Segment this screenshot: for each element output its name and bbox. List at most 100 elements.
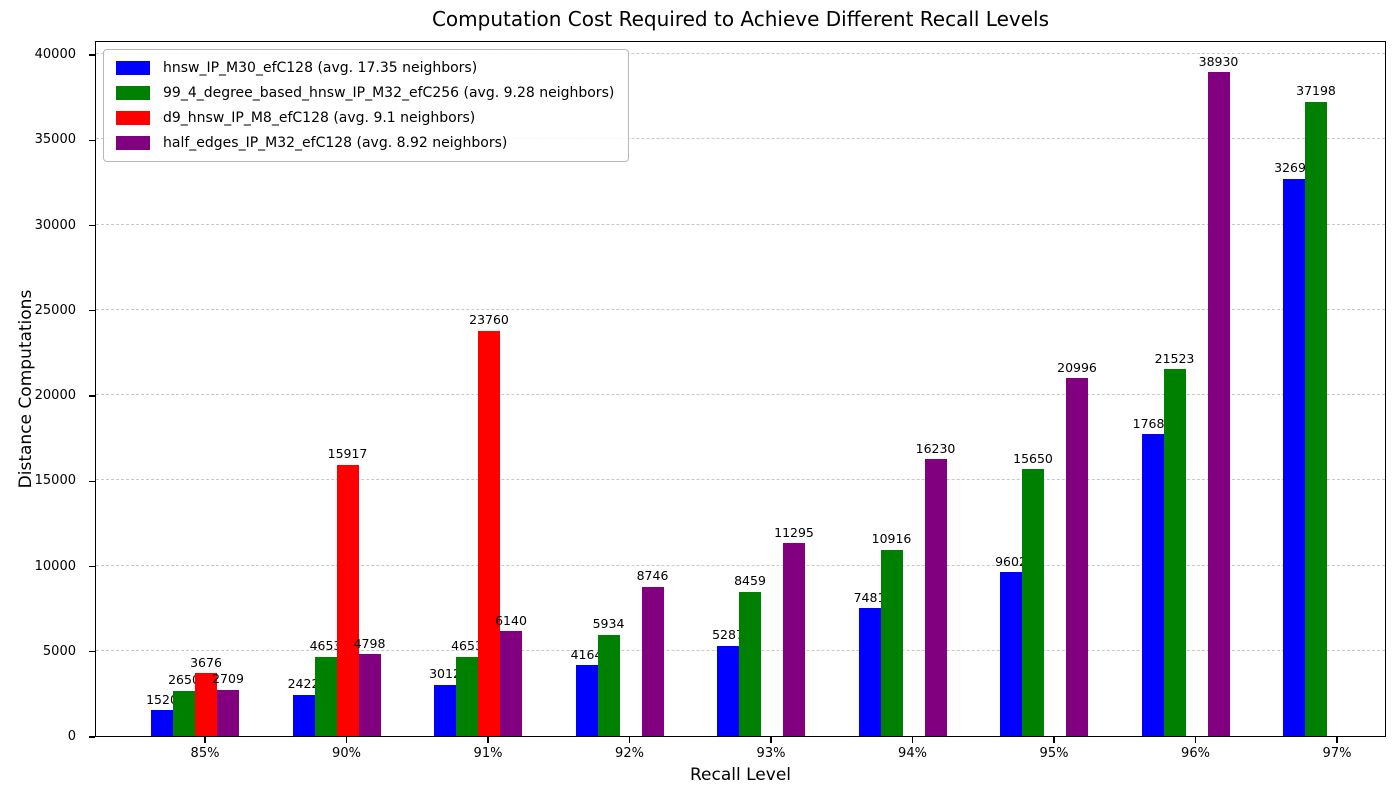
bar-value-label: 5287 xyxy=(712,627,744,643)
y-tick-label-20000: 20000 xyxy=(34,388,76,403)
y-tick-label-30000: 30000 xyxy=(34,217,76,233)
bar-value-label: 37198 xyxy=(1296,83,1336,99)
legend-item-2: 99_4_degree_based_hnsw_IP_M32_efC256 (av… xyxy=(116,85,614,101)
bar-value-label: 5934 xyxy=(592,616,625,632)
x-tick-label-85%: 85% xyxy=(190,746,220,761)
bar-value-label: 4798 xyxy=(353,635,386,651)
bar-series1-96% xyxy=(1141,434,1164,736)
legend-item-3: d9_hnsw_IP_M8_efC128 (avg. 9.1 neighbors… xyxy=(116,110,614,126)
bar-series4-85% xyxy=(217,689,239,736)
bar-series1-90% xyxy=(292,694,315,736)
bar-value-label: 8459 xyxy=(734,573,766,589)
gridline-10000 xyxy=(96,564,1385,566)
x-tick-label-90%: 90% xyxy=(332,746,361,761)
x-tick-mark-91% xyxy=(487,737,489,743)
legend-item-1: hnsw_IP_M30_efC128 (avg. 17.35 neighbors… xyxy=(116,60,614,76)
y-tick-mark-20000 xyxy=(89,395,95,397)
y-tick-mark-40000 xyxy=(89,54,95,56)
bar-value-label: 1520 xyxy=(146,691,178,707)
bar-value-label: 16230 xyxy=(915,440,956,456)
bar-value-label: 9602 xyxy=(995,553,1027,569)
gridline-15000 xyxy=(96,479,1385,481)
x-tick-mark-96% xyxy=(1194,737,1197,743)
bar-value-label: 2709 xyxy=(212,671,244,687)
x-axis-ticks: 85% 90% 91% 92% 93% 94% 95% 96% 97% xyxy=(95,737,1386,767)
bar-value-label: 11295 xyxy=(774,524,814,540)
bar-value-label: 20996 xyxy=(1057,359,1097,375)
y-tick-mark-0 xyxy=(89,736,95,738)
y-tick-label-15000: 15000 xyxy=(34,473,76,489)
bar-series3-91% xyxy=(478,330,500,736)
x-tick-label-97%: 97% xyxy=(1322,746,1352,761)
bar-value-label: 21523 xyxy=(1154,350,1195,366)
bar-series2-97% xyxy=(1305,101,1327,736)
y-tick-label-35000: 35000 xyxy=(34,132,76,148)
bar-value-label: 4653 xyxy=(309,638,342,654)
gridline-40000 xyxy=(96,53,1385,54)
legend-label-2: 99_4_degree_based_hnsw_IP_M32_efC256 (av… xyxy=(163,85,615,101)
bar-series2-91% xyxy=(456,656,478,736)
bar-series4-92% xyxy=(641,586,664,736)
legend-swatch-2 xyxy=(116,86,150,100)
bar-value-label: 6140 xyxy=(495,612,527,628)
bar-series1-97% xyxy=(1283,178,1305,736)
bar-value-label: 4164 xyxy=(570,646,603,662)
x-tick-label-94%: 94% xyxy=(898,746,927,761)
bar-series2-96% xyxy=(1163,369,1186,736)
x-axis-label: Recall Level xyxy=(690,765,791,785)
bar-value-label: 7481 xyxy=(853,589,886,605)
y-tick-mark-5000 xyxy=(89,651,95,653)
y-tick-label-25000: 25000 xyxy=(34,302,76,318)
x-tick-mark-90% xyxy=(345,737,348,743)
bar-series2-94% xyxy=(880,549,903,736)
bar-series3-90% xyxy=(336,464,359,736)
x-tick-mark-92% xyxy=(628,737,631,743)
bar-value-label: 17689 xyxy=(1132,415,1173,431)
bar-series2-92% xyxy=(597,634,620,736)
legend-item-4: half_edges_IP_M32_efC128 (avg. 8.92 neig… xyxy=(116,135,614,151)
legend-label-3: d9_hnsw_IP_M8_efC128 (avg. 9.1 neighbors… xyxy=(163,110,476,126)
x-tick-label-93%: 93% xyxy=(756,746,786,761)
bar-value-label: 15650 xyxy=(1013,450,1053,466)
bar-value-label: 3012 xyxy=(429,666,461,682)
bar-series2-93% xyxy=(739,591,761,736)
bar-value-label: 38930 xyxy=(1198,53,1239,69)
y-tick-mark-35000 xyxy=(89,139,95,141)
y-tick-label-0: 0 xyxy=(67,729,76,744)
bar-value-label: 2422 xyxy=(287,676,320,692)
bar-series4-95% xyxy=(1066,378,1088,736)
x-tick-mark-97% xyxy=(1336,737,1338,743)
x-tick-label-92%: 92% xyxy=(615,746,644,761)
bar-series4-91% xyxy=(500,631,522,736)
bar-series4-96% xyxy=(1207,72,1230,736)
bar-series3-85% xyxy=(195,673,217,736)
legend-swatch-4 xyxy=(116,136,150,150)
x-tick-mark-95% xyxy=(1053,737,1055,743)
bar-series1-94% xyxy=(858,608,881,736)
y-tick-label-10000: 10000 xyxy=(34,558,76,574)
bar-value-label: 3676 xyxy=(190,654,222,670)
bar-value-label: 10916 xyxy=(871,531,912,547)
bar-value-label: 2650 xyxy=(168,672,200,688)
legend-label-1: hnsw_IP_M30_efC128 (avg. 17.35 neighbors… xyxy=(163,60,478,76)
bar-value-label: 8746 xyxy=(636,568,669,584)
y-tick-mark-10000 xyxy=(89,565,95,568)
bar-series1-95% xyxy=(1000,572,1022,736)
legend-label-4: half_edges_IP_M32_efC128 (avg. 8.92 neig… xyxy=(163,135,508,151)
y-axis-ticks: 0 5000 10000 15000 20000 25000 30000 35000 40000 xyxy=(0,41,95,744)
bar-value-label: 32692 xyxy=(1274,160,1314,176)
x-tick-label-95%: 95% xyxy=(1039,746,1069,761)
legend: hnsw_IP_M30_efC128 (avg. 17.35 neighbors… xyxy=(103,49,630,162)
x-tick-label-91%: 91% xyxy=(473,746,503,761)
legend-swatch-1 xyxy=(116,61,150,75)
y-tick-label-5000: 5000 xyxy=(42,643,76,659)
bar-series1-92% xyxy=(575,665,598,736)
bar-series2-90% xyxy=(314,656,337,736)
bar-series2-85% xyxy=(173,690,195,736)
plot-area: 1520 2422 3012 4164 5287 7481 9602 17689 32692 26… xyxy=(95,41,1386,737)
x-tick-mark-85% xyxy=(204,737,206,743)
gridline-30000 xyxy=(96,223,1385,225)
bar-value-label: 15917 xyxy=(327,446,368,462)
bar-series2-95% xyxy=(1022,469,1044,736)
bar-series1-91% xyxy=(434,684,456,736)
